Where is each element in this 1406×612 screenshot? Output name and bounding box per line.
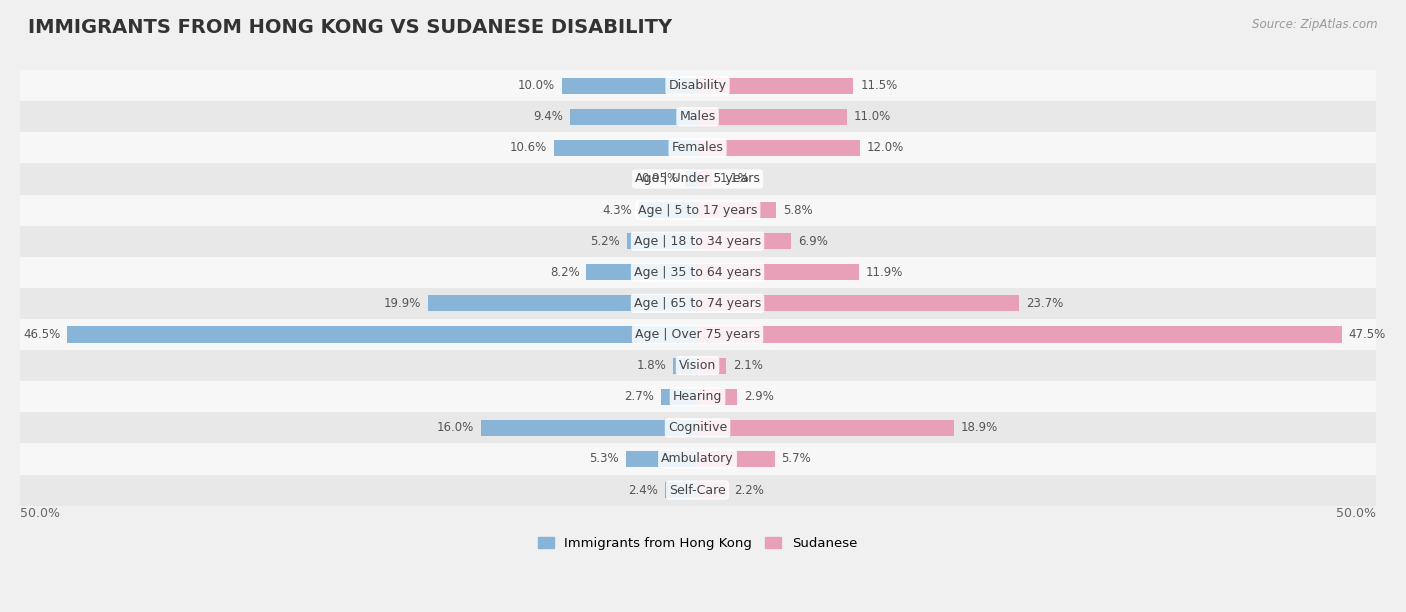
Bar	[20, 257, 1375, 288]
Text: 2.4%: 2.4%	[628, 483, 658, 496]
Bar	[20, 474, 1375, 506]
Text: Disability: Disability	[668, 79, 727, 92]
Text: Ambulatory: Ambulatory	[661, 452, 734, 466]
Legend: Immigrants from Hong Kong, Sudanese: Immigrants from Hong Kong, Sudanese	[533, 532, 862, 556]
Text: 5.2%: 5.2%	[591, 234, 620, 248]
Text: Cognitive: Cognitive	[668, 421, 727, 435]
Bar	[20, 101, 1375, 132]
Bar	[697, 78, 853, 94]
Text: 16.0%: 16.0%	[437, 421, 474, 435]
Text: 2.9%: 2.9%	[744, 390, 773, 403]
Text: Age | 18 to 34 years: Age | 18 to 34 years	[634, 234, 761, 248]
Text: 11.5%: 11.5%	[860, 79, 897, 92]
Text: 2.2%: 2.2%	[734, 483, 763, 496]
Text: 6.9%: 6.9%	[797, 234, 828, 248]
Bar	[67, 326, 697, 343]
Bar	[20, 195, 1375, 226]
Bar	[697, 140, 860, 156]
Text: 11.9%: 11.9%	[866, 266, 903, 279]
Bar	[697, 296, 1019, 312]
Bar	[640, 202, 697, 218]
Text: 8.2%: 8.2%	[550, 266, 579, 279]
Text: 9.4%: 9.4%	[533, 110, 564, 123]
Text: 50.0%: 50.0%	[20, 507, 59, 520]
Bar	[20, 381, 1375, 412]
Bar	[697, 451, 775, 467]
Text: 1.1%: 1.1%	[720, 173, 749, 185]
Text: 5.8%: 5.8%	[783, 204, 813, 217]
Bar	[697, 357, 725, 374]
Text: 18.9%: 18.9%	[960, 421, 998, 435]
Text: 5.3%: 5.3%	[589, 452, 619, 466]
Bar	[427, 296, 697, 312]
Text: 4.3%: 4.3%	[603, 204, 633, 217]
Bar	[481, 420, 697, 436]
Bar	[20, 132, 1375, 163]
Text: Females: Females	[672, 141, 724, 154]
Bar	[20, 163, 1375, 195]
Text: 23.7%: 23.7%	[1026, 297, 1063, 310]
Text: Males: Males	[679, 110, 716, 123]
Bar	[20, 70, 1375, 101]
Text: 11.0%: 11.0%	[853, 110, 891, 123]
Text: Source: ZipAtlas.com: Source: ZipAtlas.com	[1253, 18, 1378, 31]
Text: 46.5%: 46.5%	[22, 328, 60, 341]
Bar	[697, 420, 953, 436]
Text: 0.95%: 0.95%	[641, 173, 678, 185]
Bar	[685, 171, 697, 187]
Text: 5.7%: 5.7%	[782, 452, 811, 466]
Text: 50.0%: 50.0%	[1336, 507, 1375, 520]
Text: 47.5%: 47.5%	[1348, 328, 1386, 341]
Bar	[20, 350, 1375, 381]
Bar	[697, 233, 792, 249]
Bar	[697, 264, 859, 280]
Text: Age | 5 to 17 years: Age | 5 to 17 years	[638, 204, 758, 217]
Text: 19.9%: 19.9%	[384, 297, 420, 310]
Text: 2.7%: 2.7%	[624, 390, 654, 403]
Bar	[661, 389, 697, 405]
Text: 12.0%: 12.0%	[868, 141, 904, 154]
Bar	[697, 389, 737, 405]
Bar	[562, 78, 697, 94]
Text: 2.1%: 2.1%	[733, 359, 762, 372]
Text: 1.8%: 1.8%	[637, 359, 666, 372]
Text: Age | 65 to 74 years: Age | 65 to 74 years	[634, 297, 761, 310]
Text: Age | 35 to 64 years: Age | 35 to 64 years	[634, 266, 761, 279]
Text: Age | Over 75 years: Age | Over 75 years	[636, 328, 761, 341]
Text: Hearing: Hearing	[673, 390, 723, 403]
Text: Age | Under 5 years: Age | Under 5 years	[636, 173, 761, 185]
Text: IMMIGRANTS FROM HONG KONG VS SUDANESE DISABILITY: IMMIGRANTS FROM HONG KONG VS SUDANESE DI…	[28, 18, 672, 37]
Bar	[697, 109, 846, 125]
Bar	[665, 482, 697, 498]
Bar	[20, 319, 1375, 350]
Bar	[627, 233, 697, 249]
Text: 10.6%: 10.6%	[510, 141, 547, 154]
Text: Vision: Vision	[679, 359, 716, 372]
Bar	[697, 171, 713, 187]
Bar	[626, 451, 697, 467]
Bar	[20, 412, 1375, 444]
Bar	[569, 109, 697, 125]
Bar	[20, 226, 1375, 257]
Text: Self-Care: Self-Care	[669, 483, 725, 496]
Bar	[20, 444, 1375, 474]
Bar	[673, 357, 697, 374]
Bar	[586, 264, 697, 280]
Bar	[20, 288, 1375, 319]
Bar	[697, 202, 776, 218]
Text: 10.0%: 10.0%	[517, 79, 555, 92]
Bar	[554, 140, 697, 156]
Bar	[697, 326, 1341, 343]
Bar	[697, 482, 727, 498]
